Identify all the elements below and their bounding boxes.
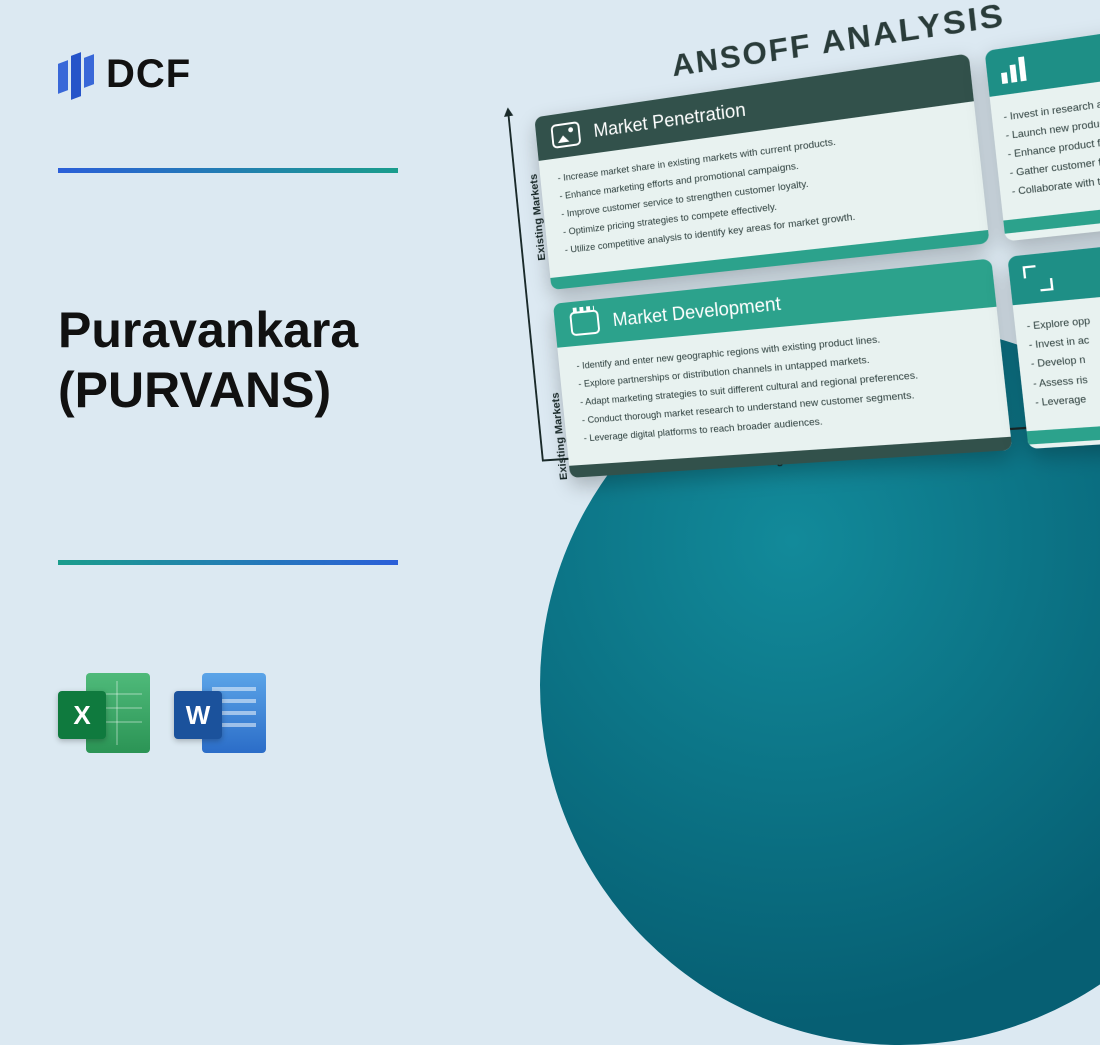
bars-icon xyxy=(1000,55,1038,84)
excel-badge: X xyxy=(58,691,106,739)
picture-icon xyxy=(550,121,581,149)
card-title: Market Development xyxy=(612,293,782,331)
word-badge: W xyxy=(174,691,222,739)
word-icon[interactable]: W xyxy=(174,667,266,759)
page-title: Puravankara (PURVANS) xyxy=(58,300,358,420)
card-market-development: Market Development Identify and enter ne… xyxy=(553,259,1012,479)
shop-icon xyxy=(569,310,600,337)
logo-icon xyxy=(58,48,94,100)
file-icons: X W xyxy=(58,667,266,759)
divider-top xyxy=(58,168,398,173)
card-product-development: Invest in research and Launch new produc… xyxy=(985,23,1100,242)
expand-icon xyxy=(1023,264,1054,293)
divider-bottom xyxy=(58,560,398,565)
company-ticker: (PURVANS) xyxy=(58,360,358,420)
logo-text: DCF xyxy=(106,52,191,97)
card-diversification: Explore opp Invest in ac Develop n Asses… xyxy=(1007,237,1100,449)
logo: DCF xyxy=(58,48,191,100)
company-name: Puravankara xyxy=(58,300,358,360)
excel-icon[interactable]: X xyxy=(58,667,150,759)
ansoff-matrix: ANSOFF ANALYSIS Existing Markets Existin… xyxy=(530,0,1100,478)
card-body: Explore opp Invest in ac Develop n Asses… xyxy=(1013,287,1100,430)
